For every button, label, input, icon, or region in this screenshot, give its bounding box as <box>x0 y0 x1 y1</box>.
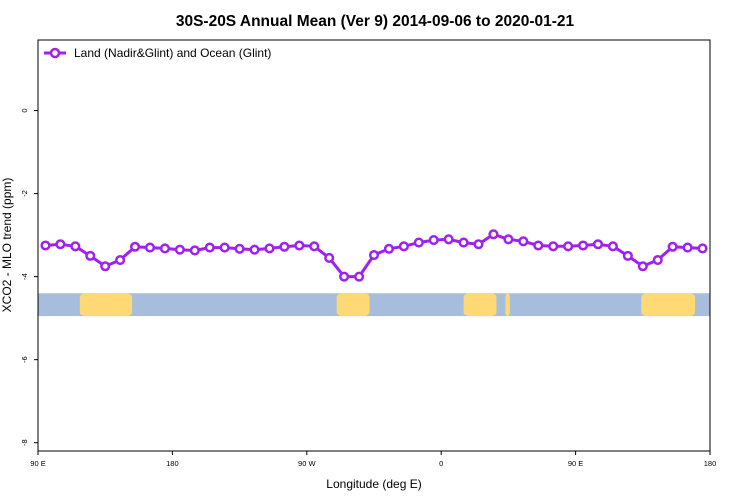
data-point <box>115 254 126 266</box>
data-point <box>174 244 185 255</box>
data-point <box>413 237 424 248</box>
y-axis-label: XCO2 - MLO trend (ppm) <box>0 178 14 313</box>
ocean-band <box>38 293 710 317</box>
data-point <box>249 244 260 255</box>
land-segment <box>641 293 696 317</box>
x-tick-label: 90 W <box>298 459 316 468</box>
data-point <box>279 241 290 252</box>
data-point <box>85 250 96 261</box>
land-segment <box>79 293 133 317</box>
data-point <box>354 271 365 282</box>
y-tick-label: -4 <box>20 273 29 280</box>
y-tick-label: -8 <box>20 439 29 446</box>
legend-label: Land (Nadir&Glint) and Ocean (Glint) <box>74 46 271 60</box>
data-point <box>159 243 170 254</box>
data-point <box>339 271 350 282</box>
y-tick-label: 0 <box>20 108 29 112</box>
data-point <box>309 241 320 252</box>
x-tick-label: 0 <box>439 459 443 468</box>
data-point <box>294 240 305 251</box>
data-point <box>189 245 200 256</box>
x-tick-label: 90 E <box>30 459 45 468</box>
data-point <box>458 237 469 248</box>
data-point <box>533 240 544 251</box>
data-point <box>219 242 230 253</box>
x-axis-label: Longitude (deg E) <box>326 477 421 491</box>
land-ocean-band <box>38 293 710 317</box>
data-point <box>652 254 663 266</box>
data-point <box>428 235 439 246</box>
land-segment <box>505 293 510 317</box>
legend-marker-swatch <box>49 47 61 59</box>
data-point <box>40 240 51 251</box>
data-point <box>234 243 245 254</box>
data-point <box>324 252 335 264</box>
data-point <box>70 241 81 252</box>
y-axis: 0 -2 -4 -6 -8 <box>20 108 38 446</box>
data-point <box>398 241 409 252</box>
data-point <box>204 242 215 253</box>
plot-frame <box>37 39 711 452</box>
y-tick-label: -2 <box>20 190 29 197</box>
legend: Land (Nadir&Glint) and Ocean (Glint) <box>44 46 271 60</box>
x-axis: 90 E 180 90 W 0 90 E 180 <box>30 451 716 468</box>
x-tick-label: 90 E <box>568 459 583 468</box>
land-segment <box>336 293 370 317</box>
data-point <box>607 241 618 252</box>
data-point <box>622 250 633 261</box>
y-tick-label: -6 <box>20 356 29 363</box>
chart-title: 30S-20S Annual Mean (Ver 9) 2014-09-06 t… <box>176 13 575 30</box>
data-point <box>383 243 394 254</box>
data-point <box>548 241 559 252</box>
data-point <box>637 261 648 272</box>
data-point <box>473 239 484 250</box>
data-point <box>592 239 604 250</box>
series-layer <box>40 229 708 282</box>
data-point <box>667 241 678 252</box>
data-point <box>264 243 275 254</box>
data-point <box>368 249 380 261</box>
data-point <box>55 239 66 250</box>
data-point <box>697 243 708 254</box>
data-point <box>503 234 514 245</box>
data-point <box>144 242 156 253</box>
x-tick-label: 180 <box>166 459 179 468</box>
data-point <box>488 229 499 240</box>
land-segment <box>463 293 497 317</box>
data-point <box>563 241 574 252</box>
data-point <box>100 261 111 272</box>
data-point <box>443 234 454 245</box>
x-tick-label: 180 <box>704 459 717 468</box>
data-point <box>130 241 141 252</box>
data-point <box>682 242 693 253</box>
data-point <box>578 240 589 251</box>
data-point <box>518 236 529 247</box>
